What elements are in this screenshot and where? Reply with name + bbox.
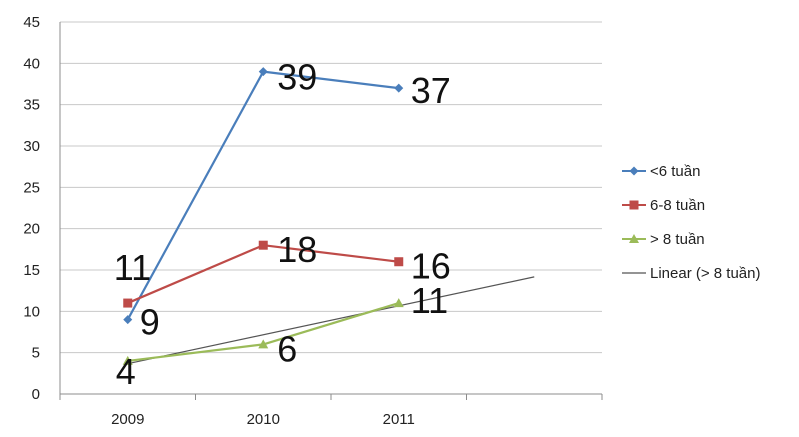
data-label-0-2: 37 xyxy=(411,70,451,111)
trendline-layer xyxy=(127,276,535,365)
legend: <6 tuần 6-8 tuần > 8 tuần Linear (> 8 tuần) xyxy=(622,163,761,282)
legend-label-2: > 8 tuần xyxy=(650,231,705,248)
data-label-2-1: 6 xyxy=(277,328,297,369)
series-1-point-0 xyxy=(123,298,133,308)
series-line-1 xyxy=(127,244,399,305)
x-tick-label-2: 2011 xyxy=(383,411,415,428)
series-1-point-2 xyxy=(394,257,404,267)
series-0-point-0 xyxy=(123,315,133,325)
y-tick-label-0: 0 xyxy=(32,386,40,403)
series-1-point-1 xyxy=(258,240,268,250)
axes: 0 5 10 15 20 25 30 35 40 45 2009 2010 2011 xyxy=(23,14,603,428)
legend-label-0: <6 tuần xyxy=(650,163,700,180)
data-label-1-2: 16 xyxy=(411,246,451,287)
data-label-2-0: 4 xyxy=(116,351,136,392)
series-layer xyxy=(122,67,404,365)
series-0-point-2 xyxy=(394,83,404,93)
y-tick-label-5: 25 xyxy=(23,179,40,196)
gridlines xyxy=(60,21,602,354)
y-tick-label-7: 35 xyxy=(23,97,40,114)
series-2-point-2 xyxy=(393,298,404,308)
y-tick-label-2: 10 xyxy=(23,303,40,320)
legend-marker-2 xyxy=(629,234,639,243)
x-tick-label-1: 2010 xyxy=(247,411,280,428)
data-label-1-0: 11 xyxy=(114,247,151,288)
y-tick-label-1: 5 xyxy=(32,345,40,362)
series-2-point-0 xyxy=(122,355,133,365)
y-tick-label-6: 30 xyxy=(23,138,40,155)
y-tick-label-4: 20 xyxy=(23,221,40,238)
legend-label-3: Linear (> 8 tuần) xyxy=(650,265,761,282)
series-0-point-1 xyxy=(258,67,268,77)
legend-marker-1 xyxy=(629,200,639,210)
y-tick-label-9: 45 xyxy=(23,14,40,31)
series-line-0 xyxy=(126,70,399,321)
y-tick-label-8: 40 xyxy=(23,55,40,72)
trendline xyxy=(127,276,535,365)
series-2-point-1 xyxy=(258,339,269,349)
legend-marker-0 xyxy=(629,166,639,176)
y-tick-label-3: 15 xyxy=(23,262,40,279)
data-labels: 9 39 37 11 18 16 4 6 11 xyxy=(114,57,451,392)
data-label-0-0: 9 xyxy=(140,302,160,343)
data-label-0-1: 39 xyxy=(277,57,317,98)
data-label-1-1: 18 xyxy=(277,229,317,270)
data-label-2-2: 11 xyxy=(411,280,448,321)
legend-label-1: 6-8 tuần xyxy=(650,197,705,214)
x-tick-label-0: 2009 xyxy=(111,411,144,428)
